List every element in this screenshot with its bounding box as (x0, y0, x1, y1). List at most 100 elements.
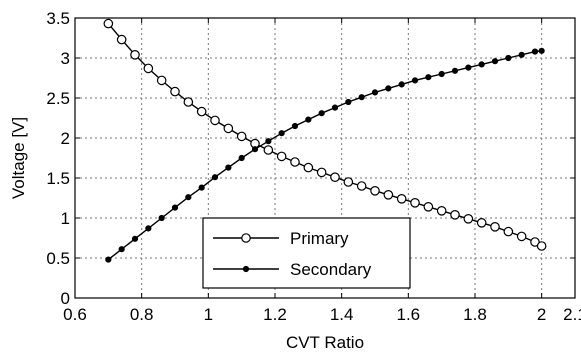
primary-point (276, 151, 287, 162)
primary-point (396, 194, 407, 204)
secondary-point (538, 47, 545, 54)
primary-point (436, 206, 447, 216)
primary-point (490, 222, 500, 232)
primary-point (170, 86, 180, 97)
primary-point (536, 241, 547, 251)
primary-point (263, 145, 274, 155)
primary-point (503, 226, 514, 237)
primary-point (290, 157, 300, 167)
plot-frame (74, 17, 576, 299)
x-tick-label: 0.8 (130, 305, 154, 324)
x-tick-label: 1.6 (397, 305, 421, 324)
secondary-point (318, 110, 325, 117)
secondary-point (411, 77, 419, 84)
primary-point (303, 162, 314, 173)
secondary-point (385, 85, 392, 92)
legend-label-primary: Primary (290, 229, 349, 248)
y-tick-label: 2.5 (46, 89, 70, 108)
primary-point (476, 218, 487, 228)
x-tick-label: 1.2 (263, 305, 287, 324)
secondary-point (225, 164, 232, 171)
secondary-point (438, 70, 445, 78)
secondary-point (358, 94, 365, 101)
primary-point (516, 231, 527, 242)
secondary-point (465, 64, 472, 71)
x-tick-label: 1.4 (330, 305, 354, 324)
y-tick-label: 3 (61, 49, 70, 68)
secondary-point (131, 235, 139, 242)
y-axis-title: Voltage [V] (9, 117, 28, 199)
primary-point (223, 123, 234, 134)
secondary-point (278, 130, 285, 137)
primary-point (103, 18, 114, 29)
x-tick-label: 0.6 (63, 305, 87, 324)
x-tick-label: 2.1 (563, 305, 581, 324)
secondary-point (478, 61, 485, 68)
secondary-point (491, 58, 499, 65)
secondary-point (105, 256, 112, 263)
x-tick-label: 1.8 (463, 305, 487, 324)
secondary-point (118, 246, 125, 253)
primary-point (370, 186, 380, 196)
primary-point (130, 49, 140, 60)
primary-point (156, 75, 167, 86)
legend-items: Primary Secondary (213, 229, 372, 279)
y-tick-label: 3.5 (46, 9, 70, 28)
secondary-point (238, 154, 245, 162)
legend-box (202, 217, 411, 289)
secondary-point (331, 104, 339, 111)
secondary-point (425, 74, 432, 81)
secondary-point (198, 184, 205, 191)
x-tick-label: 2 (537, 305, 546, 324)
primary-point (196, 106, 207, 117)
secondary-point (371, 89, 379, 96)
primary-point (356, 181, 367, 191)
primary-point (116, 34, 127, 45)
y-tick-label: 0.5 (46, 249, 70, 268)
x-tick-label: 1 (204, 305, 213, 324)
primary-point (383, 190, 394, 200)
primary-point (463, 214, 474, 224)
y-tick-label: 1 (61, 209, 70, 228)
primary-point (183, 97, 194, 107)
secondary-point (451, 67, 459, 74)
y-tick-label: 0 (61, 289, 70, 308)
series-primary (103, 18, 547, 251)
legend-marker (241, 233, 251, 243)
secondary-point (518, 51, 525, 58)
series-secondary (105, 47, 545, 263)
secondary-point (305, 116, 312, 123)
secondary-point (251, 146, 259, 153)
secondary-point (398, 81, 405, 88)
secondary-point (185, 194, 192, 201)
tick-labels: 0.6 0.8 1 1.2 1.4 1.6 1.8 2 2.1 0 0.5 1 1.5 2 2.5 3 3.5 (46, 9, 581, 324)
legend-item-primary: Primary (213, 229, 349, 248)
secondary-point (291, 122, 299, 130)
y-tick-label: 2 (61, 129, 70, 148)
secondary-point (265, 138, 272, 145)
x-axis-title: CVT Ratio (286, 333, 364, 352)
y-tick-label: 1.5 (46, 169, 70, 188)
primary-point (143, 63, 154, 74)
legend-item-secondary: Secondary (213, 260, 372, 279)
primary-point (410, 198, 420, 208)
series-layer (103, 18, 547, 263)
secondary-point (505, 54, 512, 62)
secondary-point (145, 225, 152, 232)
primary-point (423, 202, 434, 212)
secondary-line (107, 50, 542, 261)
secondary-point (211, 174, 219, 181)
primary-point (330, 172, 340, 182)
tick-marks (74, 17, 576, 299)
primary-point (236, 131, 247, 142)
secondary-point (345, 98, 352, 106)
primary-point (316, 167, 327, 178)
secondary-point (158, 214, 165, 222)
primary-point (343, 177, 354, 187)
secondary-point (531, 48, 539, 55)
legend: Primary Secondary (202, 217, 411, 289)
legend-marker (242, 265, 250, 273)
legend-label-secondary: Secondary (290, 260, 372, 279)
primary-point (450, 210, 460, 220)
secondary-point (171, 204, 179, 211)
